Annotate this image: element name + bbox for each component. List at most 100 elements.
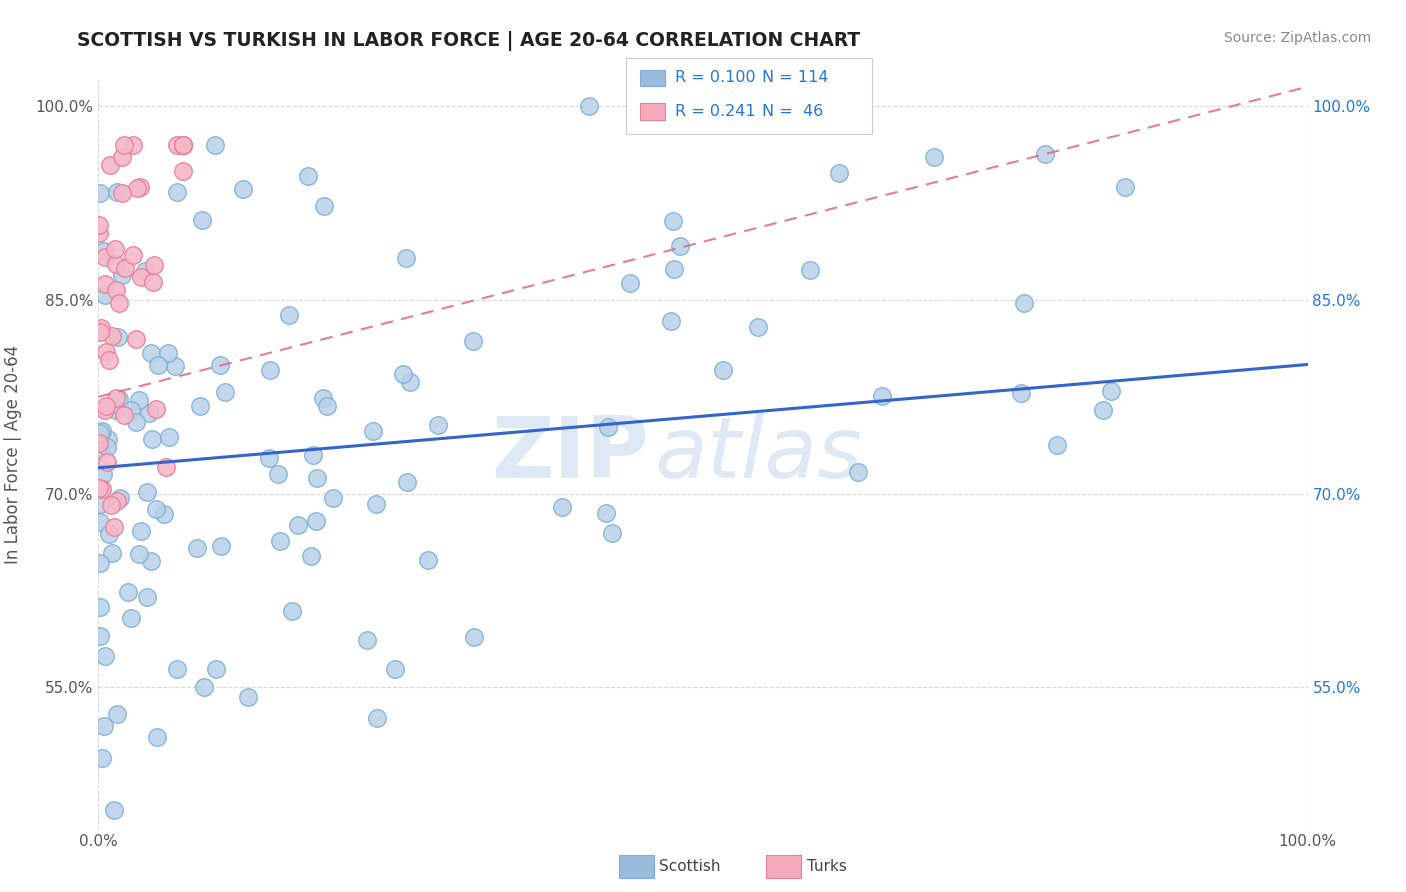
Point — [87, 481, 110, 495]
Text: ZIP: ZIP — [491, 413, 648, 497]
Point — [395, 251, 418, 265]
Point — [172, 163, 194, 178]
Point — [461, 334, 484, 349]
Point — [96, 440, 118, 454]
Point — [94, 648, 117, 663]
Point — [1046, 438, 1069, 452]
Point — [120, 403, 142, 417]
Point — [278, 308, 301, 322]
Point — [139, 345, 162, 359]
Point — [98, 526, 121, 541]
Point — [166, 137, 188, 152]
Point — [91, 425, 114, 439]
Point — [89, 629, 111, 643]
Point — [662, 261, 685, 276]
Point — [269, 534, 291, 549]
Point — [141, 432, 163, 446]
Point — [361, 424, 384, 438]
Text: atlas: atlas — [655, 413, 863, 497]
Point — [89, 515, 111, 529]
Point — [104, 243, 127, 257]
Point — [93, 719, 115, 733]
Point — [89, 443, 111, 458]
Point — [94, 403, 117, 417]
Point — [828, 166, 851, 180]
Point — [101, 329, 124, 343]
Point — [619, 276, 641, 290]
Point — [1012, 295, 1035, 310]
Point — [93, 244, 115, 258]
Point — [208, 358, 231, 372]
Point — [91, 751, 114, 765]
Point — [209, 539, 232, 553]
Point — [94, 344, 117, 359]
Point — [305, 514, 328, 528]
Point — [301, 448, 323, 462]
Point — [661, 214, 683, 228]
Point — [1099, 384, 1122, 398]
Point — [186, 541, 208, 556]
Point — [399, 376, 422, 390]
Point — [129, 270, 152, 285]
Text: N = 114: N = 114 — [762, 70, 828, 85]
Point — [108, 295, 131, 310]
Point — [1114, 179, 1136, 194]
Point — [287, 518, 309, 533]
Point — [107, 330, 129, 344]
Y-axis label: In Labor Force | Age 20-64: In Labor Force | Age 20-64 — [4, 345, 21, 565]
Point — [166, 185, 188, 199]
Point — [395, 475, 418, 490]
Point — [322, 491, 344, 505]
Point — [157, 430, 180, 444]
Point — [111, 186, 134, 201]
Point — [89, 556, 111, 570]
Text: R = 0.241: R = 0.241 — [675, 104, 755, 119]
Point — [89, 497, 111, 511]
Point — [114, 261, 136, 276]
Point — [90, 320, 112, 334]
Point — [356, 632, 378, 647]
Point — [315, 400, 337, 414]
Point — [1010, 386, 1032, 401]
Point — [205, 663, 228, 677]
Point — [120, 611, 142, 625]
Point — [142, 275, 165, 289]
Point — [193, 680, 215, 694]
Point — [125, 332, 148, 346]
Text: Scottish: Scottish — [659, 859, 721, 873]
Point — [214, 384, 236, 399]
Point — [89, 326, 111, 340]
Point — [112, 408, 135, 422]
Point — [232, 182, 254, 196]
Point — [297, 169, 319, 183]
Point — [97, 432, 120, 446]
Point — [595, 506, 617, 520]
Point — [314, 199, 336, 213]
Point — [366, 711, 388, 725]
Point — [236, 690, 259, 704]
Point — [659, 314, 682, 328]
Point — [172, 137, 194, 152]
Point — [600, 525, 623, 540]
Point — [128, 179, 150, 194]
Text: Turks: Turks — [807, 859, 846, 873]
Point — [157, 346, 180, 360]
Point — [112, 137, 135, 152]
Point — [188, 399, 211, 413]
Point — [128, 393, 150, 408]
Point — [312, 391, 335, 405]
Point — [922, 150, 945, 164]
Point — [872, 388, 894, 402]
Point — [100, 546, 122, 560]
Point — [129, 524, 152, 539]
Point — [711, 363, 734, 377]
Point — [135, 590, 157, 604]
Point — [94, 288, 117, 302]
Point — [155, 459, 177, 474]
Point — [392, 367, 415, 381]
Text: R = 0.100: R = 0.100 — [675, 70, 755, 85]
Point — [105, 186, 128, 200]
Point — [384, 662, 406, 676]
Point — [146, 358, 169, 372]
Point — [105, 494, 128, 508]
